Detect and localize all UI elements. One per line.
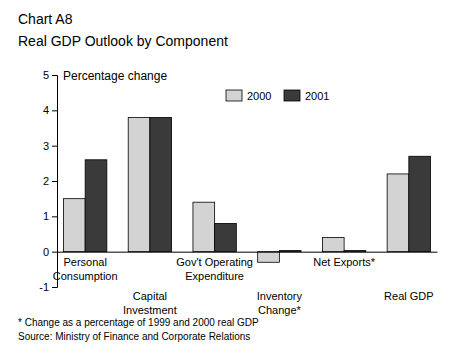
x-tick: Real GDP	[384, 290, 434, 302]
title: Chart A8	[18, 11, 73, 27]
y-tick-mark	[52, 216, 57, 217]
bar	[85, 160, 107, 252]
y-tick-mark	[52, 110, 57, 111]
y-tick-mark	[52, 287, 57, 288]
y-tick-label: 1	[43, 210, 49, 222]
x-tick-label: PersonalConsumption	[53, 256, 118, 282]
x-tick: Gov't OperatingExpenditure	[176, 256, 253, 282]
bar	[322, 238, 344, 252]
x-tick-label: Net Exports*	[313, 256, 375, 268]
y-tick-mark	[52, 75, 57, 76]
y-tick-mark	[52, 181, 57, 182]
y-tick-mark	[52, 252, 57, 253]
y-tick: 4	[43, 104, 57, 116]
x-tick-label: CapitalInvestment	[123, 290, 177, 316]
y-tick: 5	[43, 69, 57, 81]
bar	[63, 199, 85, 252]
legend-label: 2000	[247, 90, 271, 102]
x-tick: CapitalInvestment	[123, 290, 177, 316]
bar	[128, 117, 150, 251]
y-tick-label: 3	[43, 140, 49, 152]
legend-swatch	[226, 90, 242, 101]
x-tick: InventoryChange*	[257, 290, 303, 316]
bar	[279, 251, 301, 252]
y-tick-label: -1	[39, 281, 49, 293]
y-axis-line	[52, 76, 58, 288]
x-tick-label: InventoryChange*	[257, 290, 303, 316]
y-tick-mark	[52, 146, 57, 147]
footnote: * Change as a percentage of 1999 and 200…	[18, 317, 259, 328]
y-axis-title: Percentage change	[63, 69, 167, 83]
legend-label: 2001	[305, 90, 329, 102]
legend: 2000 2001	[226, 90, 329, 102]
y-tick-label: 2	[43, 175, 49, 187]
bar	[387, 174, 409, 252]
y-tick-label: 4	[43, 104, 49, 116]
x-axis: PersonalConsumptionCapitalInvestment Gov'…	[53, 252, 438, 316]
x-tick-label: Real GDP	[384, 290, 434, 302]
x-tick-label: Gov't OperatingExpenditure	[176, 256, 253, 282]
bar	[258, 252, 280, 263]
bar	[344, 251, 366, 252]
bars	[63, 117, 430, 262]
subtitle: Real GDP Outlook by Component	[18, 33, 228, 49]
bar	[409, 156, 431, 251]
y-tick: 3	[43, 140, 57, 152]
chart: Chart A8 Real GDP Outlook by Component Per…	[0, 0, 450, 362]
x-tick: Net Exports*	[313, 256, 375, 268]
zero-line	[58, 252, 438, 253]
y-tick: -1	[39, 281, 57, 293]
x-tick: PersonalConsumption	[53, 256, 118, 282]
y-axis: -1 0 1 2 3 4 5	[39, 69, 57, 293]
y-tick-label: 5	[43, 69, 49, 81]
bar	[150, 117, 172, 251]
bar	[215, 223, 237, 251]
legend-swatch	[284, 90, 300, 101]
bar	[193, 202, 215, 251]
y-tick: 1	[43, 210, 57, 222]
y-tick: 2	[43, 175, 57, 187]
source: Source: Ministry of Finance and Corporat…	[18, 331, 250, 342]
y-tick-label: 0	[43, 246, 49, 258]
y-tick: 0	[43, 246, 57, 258]
